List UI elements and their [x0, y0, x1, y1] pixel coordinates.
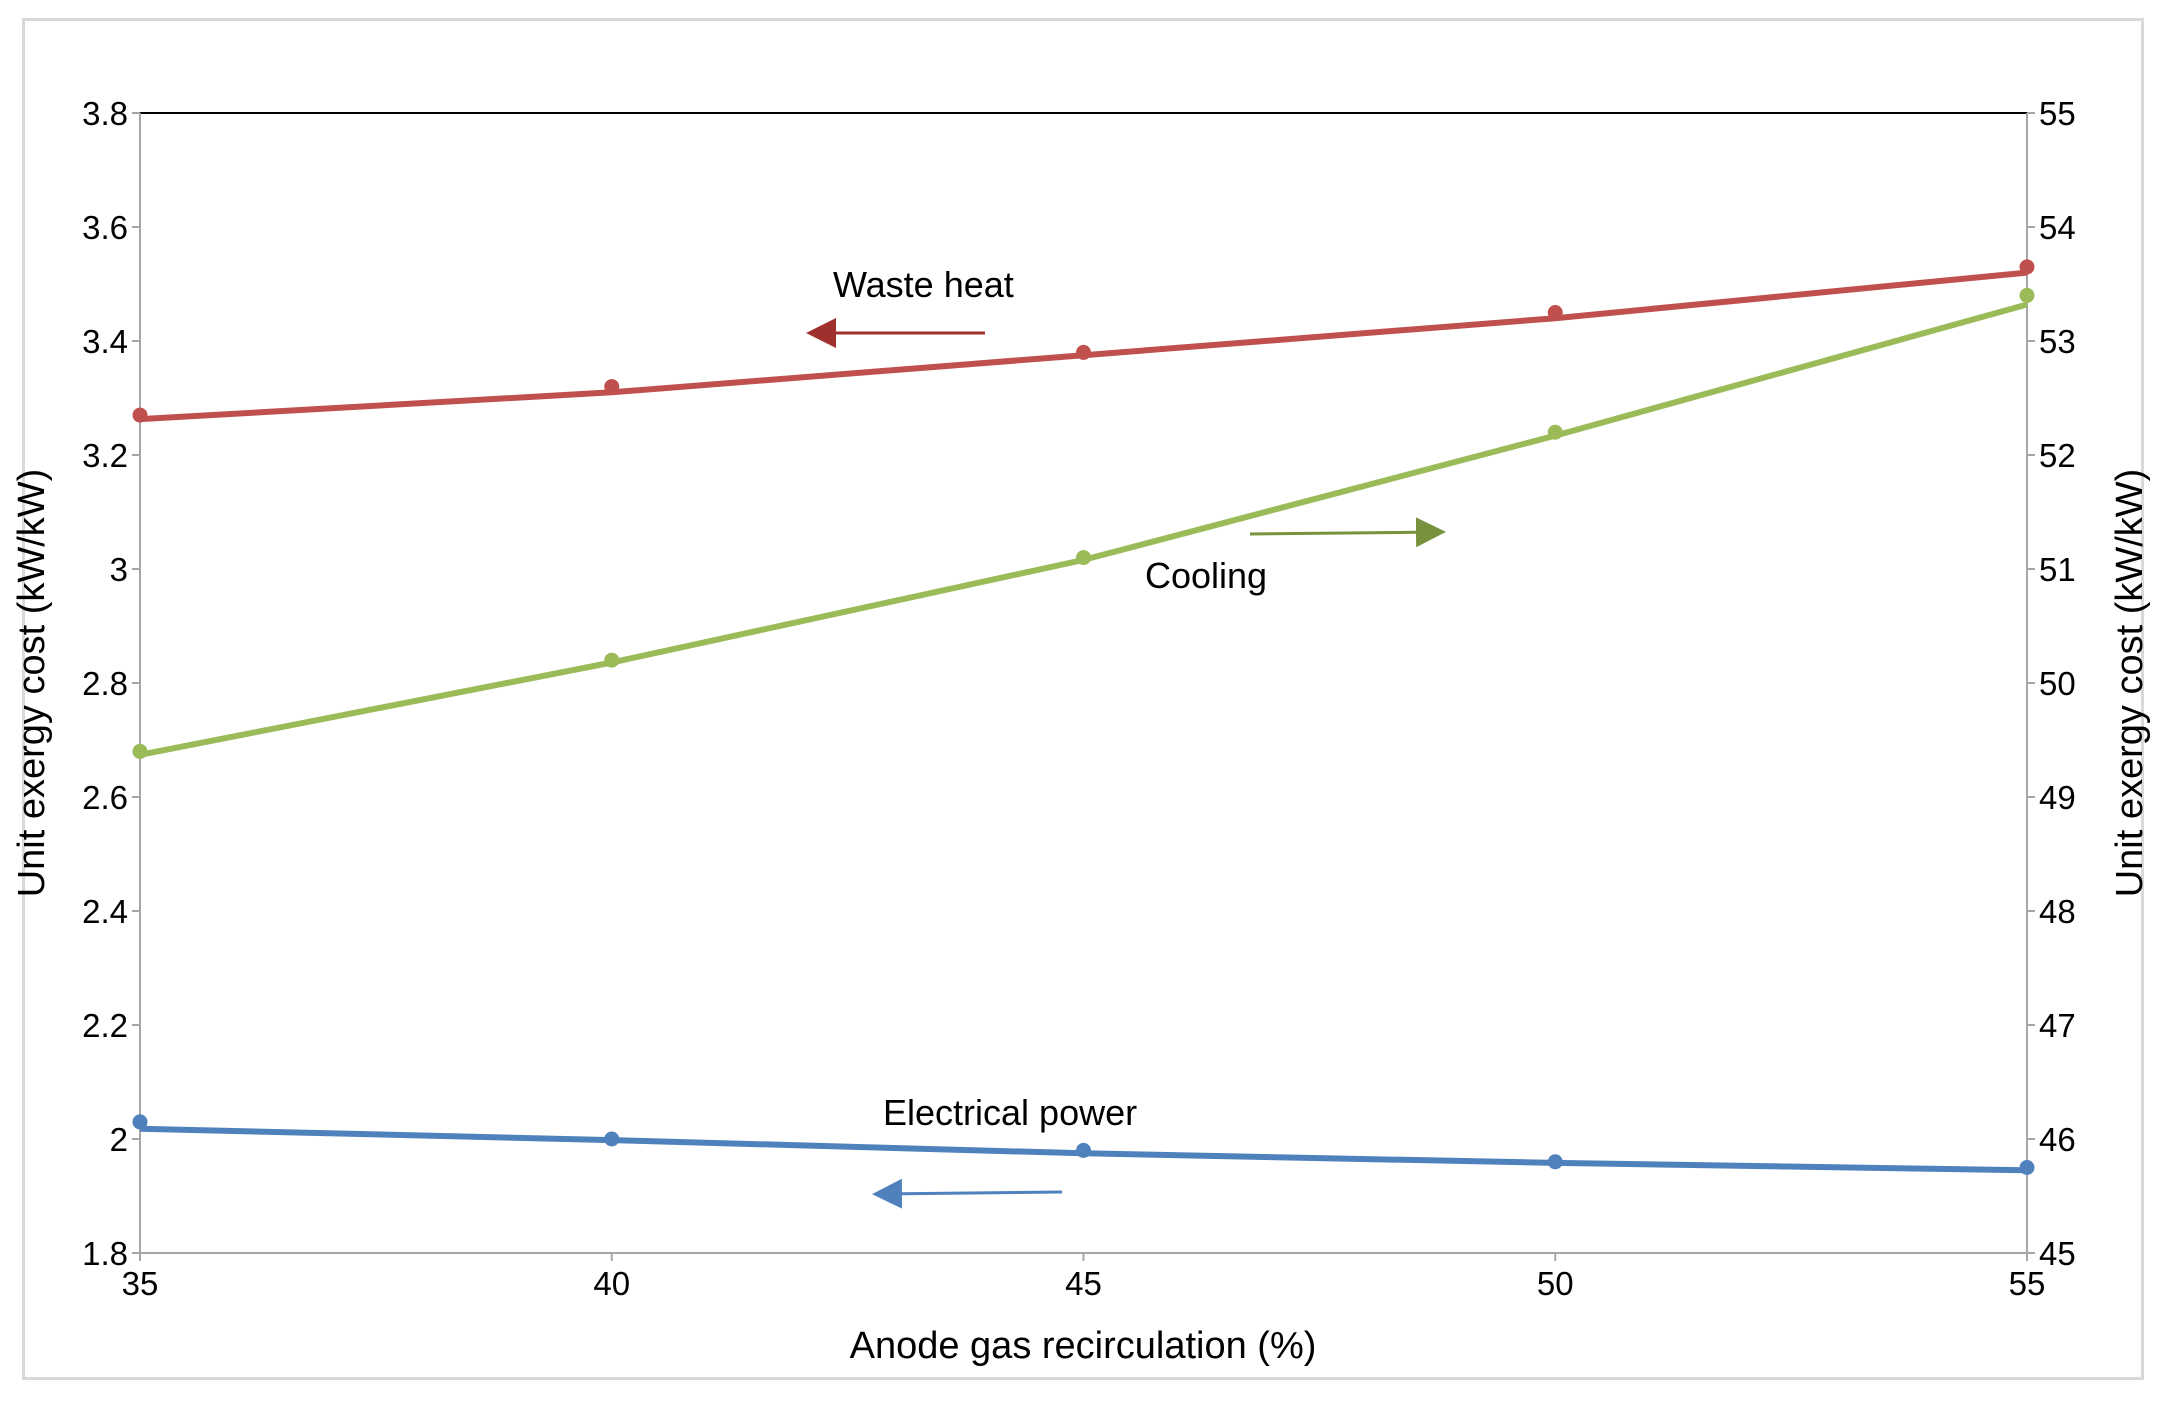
right-tick-label: 55: [2039, 95, 2076, 132]
annotation-waste-heat: Waste heat: [833, 264, 1014, 305]
left-tick-label: 2.2: [82, 1007, 128, 1044]
annotation-electrical-power: Electrical power: [883, 1092, 1137, 1133]
right-tick-label: 50: [2039, 665, 2076, 702]
x-tick-label: 45: [1065, 1265, 1102, 1302]
x-tick-label: 50: [1537, 1265, 1574, 1302]
left-tick-label: 3.8: [82, 95, 128, 132]
x-axis-title: Anode gas recirculation (%): [850, 1325, 1317, 1367]
right-tick-label: 51: [2039, 551, 2076, 588]
electrical-power-point: [132, 1114, 148, 1130]
right-tick-label: 46: [2039, 1121, 2076, 1158]
electrical-power-point: [1076, 1142, 1091, 1158]
electrical-power-point: [604, 1131, 620, 1147]
series-layer: [132, 259, 2035, 1175]
right-tick-label: 48: [2039, 893, 2076, 930]
waste-heat-point: [132, 407, 148, 423]
arrow-electrical-power: [872, 1178, 1063, 1209]
left-tick-label: 3: [110, 551, 128, 588]
left-tick-label: 3.6: [82, 209, 128, 246]
right-y-axis-title: Unit exergy cost (kW/kW): [2109, 469, 2151, 898]
left-tick-label: 1.8: [82, 1235, 128, 1272]
cooling-point: [1547, 424, 1563, 440]
x-tick-label: 35: [122, 1265, 159, 1302]
cooling-line: [139, 301, 2028, 758]
left-tick-label: 2.8: [82, 665, 128, 702]
waste-heat-point: [1076, 344, 1091, 360]
cooling-point: [2019, 287, 2035, 303]
cooling-point: [132, 743, 148, 759]
left-tick-label: 3.2: [82, 437, 128, 474]
right-tick-label: 53: [2039, 323, 2076, 360]
arrow-cooling: [1249, 517, 1446, 548]
x-tick-label: 40: [593, 1265, 630, 1302]
left-tick-label: 3.4: [82, 323, 128, 360]
right-tick-label: 47: [2039, 1007, 2076, 1044]
x-ticks: 35 40 45 50 55: [122, 1253, 2046, 1302]
cooling-point: [604, 652, 620, 668]
right-tick-label: 52: [2039, 437, 2076, 474]
left-tick-label: 2.4: [82, 893, 128, 930]
right-tick-label: 54: [2039, 209, 2076, 246]
electrical-power-point: [1547, 1154, 1563, 1170]
left-tick-label: 2.6: [82, 779, 128, 816]
waste-heat-point: [604, 379, 620, 395]
left-y-ticks: 1.8 2 2.2 2.4 2.6 2.8 3 3.2 3.4 3.6 3.8: [82, 95, 140, 1272]
waste-heat-point: [2019, 259, 2035, 275]
right-tick-label: 45: [2039, 1235, 2076, 1272]
waste-heat-point: [1547, 305, 1563, 320]
cooling-point: [1076, 550, 1091, 566]
right-y-ticks: 45 46 47 48 49 50 51 52 53 54 55: [2027, 95, 2076, 1272]
left-tick-label: 2: [110, 1121, 128, 1158]
right-tick-label: 49: [2039, 779, 2076, 816]
annotation-cooling: Cooling: [1145, 555, 1267, 596]
left-y-axis-title: Unit exergy cost (kW/kW): [11, 469, 53, 898]
x-tick-label: 55: [2009, 1265, 2046, 1302]
electrical-power-point: [2019, 1160, 2035, 1175]
